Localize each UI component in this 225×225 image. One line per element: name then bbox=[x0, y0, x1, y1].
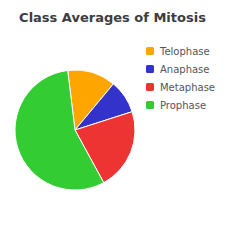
svg-text:Prophase: Prophase bbox=[160, 100, 206, 111]
svg-text:Class Averages of Mitosis: Class Averages of Mitosis bbox=[19, 10, 206, 25]
svg-text:Telophase: Telophase bbox=[159, 46, 210, 57]
svg-text:Anaphase: Anaphase bbox=[160, 64, 209, 75]
svg-text:Metaphase: Metaphase bbox=[160, 82, 215, 93]
